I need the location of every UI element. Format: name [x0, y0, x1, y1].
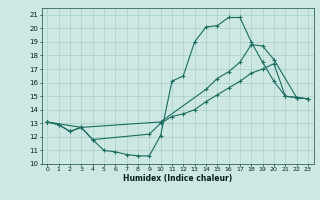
X-axis label: Humidex (Indice chaleur): Humidex (Indice chaleur) — [123, 174, 232, 183]
